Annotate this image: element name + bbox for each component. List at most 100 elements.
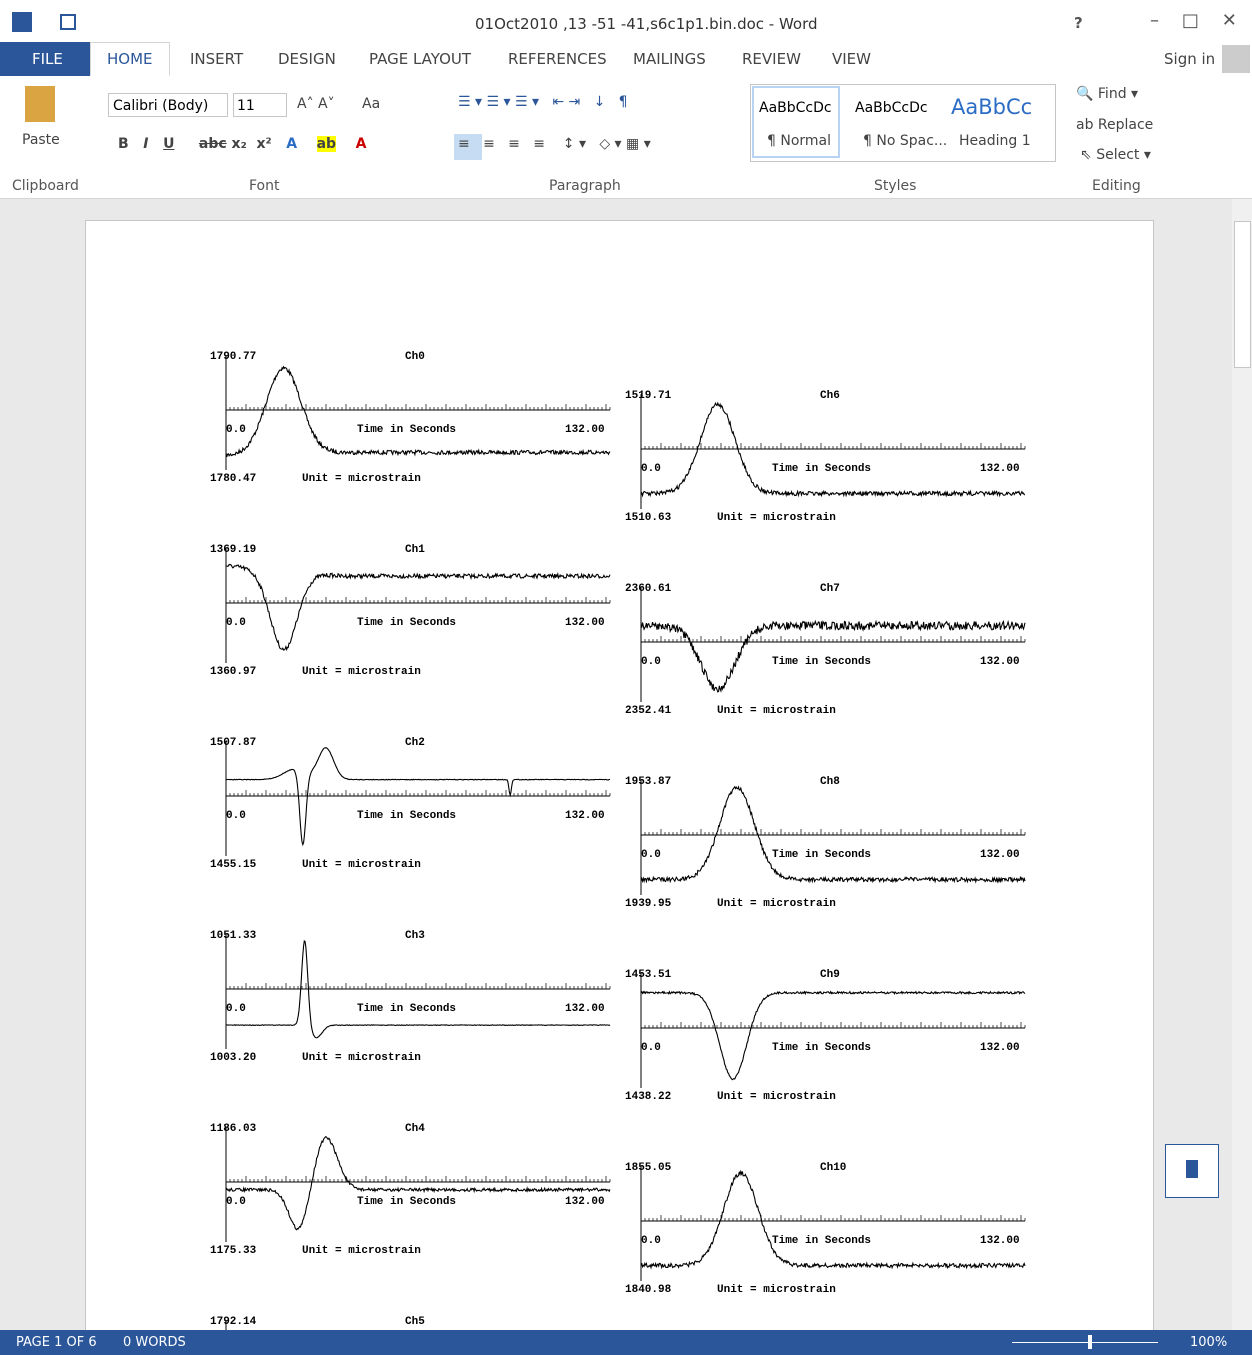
- x-axis-label: Time in Seconds: [357, 1003, 456, 1015]
- status-bar: PAGE 1 OF 6 0 WORDS 100%: [0, 1330, 1252, 1355]
- chart-name: Ch10: [820, 1162, 846, 1174]
- trace: [226, 1137, 610, 1230]
- title-bar: 01Oct2010 ,13 -51 -41,s6c1p1.bin.doc - W…: [0, 0, 1252, 42]
- x-end-label: 132.00: [980, 1235, 1020, 1247]
- paragraph-buttons[interactable]: ☰ ▾ ☰ ▾ ☰ ▾ ⇤ ⇥ ↓ ¶: [458, 94, 628, 110]
- x-end-label: 132.00: [980, 1042, 1020, 1054]
- zoom-slider[interactable]: [1012, 1342, 1158, 1343]
- y-max-label: 1792.14: [210, 1316, 257, 1328]
- select-button[interactable]: ⇖ Select ▾: [1080, 147, 1151, 163]
- x-ticks: [641, 829, 1025, 835]
- scrollbar[interactable]: [1232, 199, 1252, 1330]
- tab[interactable]: FILE: [32, 50, 63, 68]
- format-buttons[interactable]: B I U abc x₂ x² A ab A: [118, 136, 366, 152]
- y-min-label: 1780.47: [210, 473, 256, 485]
- x-axis-label: Time in Seconds: [772, 1042, 871, 1054]
- font-name-box[interactable]: Calibri (Body): [108, 93, 228, 117]
- help-button[interactable]: ?: [1074, 14, 1083, 32]
- font-size-box[interactable]: 11: [233, 93, 287, 117]
- style-preview[interactable]: AaBbCc: [951, 95, 1041, 119]
- x-start-label: 0.0: [641, 849, 661, 861]
- style-preview[interactable]: AaBbCcDc: [759, 100, 849, 116]
- window-title: 01Oct2010 ,13 -51 -41,s6c1p1.bin.doc - W…: [475, 15, 818, 33]
- group-label: Font: [249, 178, 279, 194]
- tab[interactable]: REFERENCES: [508, 50, 607, 68]
- x-ticks: [226, 790, 610, 796]
- x-axis-label: Time in Seconds: [357, 1196, 456, 1208]
- x-start-label: 0.0: [226, 810, 246, 822]
- chart-name: Ch4: [405, 1123, 425, 1135]
- y-max-label: 1453.51: [625, 969, 672, 981]
- x-end-label: 132.00: [565, 424, 605, 436]
- unit-label: Unit = microstrain: [302, 1245, 421, 1257]
- tab[interactable]: DESIGN: [278, 50, 336, 68]
- sign-in[interactable]: Sign in: [1164, 50, 1215, 68]
- x-end-label: 132.00: [565, 617, 605, 629]
- style-name[interactable]: ¶ Normal: [767, 133, 831, 149]
- y-min-label: 1939.95: [625, 898, 672, 910]
- style-name[interactable]: ¶ No Spac...: [863, 133, 947, 149]
- y-min-label: 1175.33: [210, 1245, 257, 1257]
- save-icon[interactable]: [60, 14, 76, 30]
- chart-name: Ch0: [405, 351, 425, 363]
- scroll-thumb[interactable]: [1234, 221, 1251, 368]
- find-label[interactable]: Find: [1098, 86, 1127, 102]
- x-start-label: 0.0: [226, 1196, 246, 1208]
- style-gallery: AaBbCcDc ¶ Normal AaBbCcDc ¶ No Spac...AaBb…: [750, 84, 1056, 162]
- trace: [226, 565, 610, 651]
- tab[interactable]: VIEW: [832, 50, 871, 68]
- group-label: Paragraph: [549, 178, 621, 194]
- x-axis-label: Time in Seconds: [772, 1235, 871, 1247]
- tab[interactable]: MAILINGS: [633, 50, 706, 68]
- y-min-label: 1510.63: [625, 512, 672, 524]
- group-label: Editing: [1092, 178, 1141, 194]
- x-start-label: 0.0: [226, 617, 246, 629]
- x-end-label: 132.00: [980, 656, 1020, 668]
- unit-label: Unit = microstrain: [717, 1091, 836, 1103]
- chart-name: Ch2: [405, 737, 425, 749]
- unit-label: Unit = microstrain: [302, 473, 421, 485]
- chart-name: Ch9: [820, 969, 840, 981]
- tab[interactable]: PAGE LAYOUT: [369, 50, 471, 68]
- x-axis-label: Time in Seconds: [357, 617, 456, 629]
- group-label: Styles: [874, 178, 916, 194]
- chart-name: Ch6: [820, 390, 840, 402]
- x-ticks: [641, 636, 1025, 642]
- x-axis-label: Time in Seconds: [772, 463, 871, 475]
- chart-name: Ch3: [405, 930, 425, 942]
- trace: [641, 992, 1025, 1080]
- window-controls[interactable]: – □ ✕: [1150, 10, 1237, 31]
- tab[interactable]: INSERT: [190, 50, 243, 68]
- zoom-level[interactable]: 100%: [1190, 1335, 1227, 1350]
- change-case[interactable]: Aa: [362, 96, 380, 112]
- tab-row: FILE HOME INSERT DESIGN PAGE LAYOUT REFERENCE…: [0, 42, 1252, 77]
- page-count[interactable]: PAGE 1 OF 6: [16, 1335, 97, 1350]
- style-name[interactable]: Heading 1: [959, 133, 1031, 149]
- word-count[interactable]: 0 WORDS: [123, 1335, 186, 1350]
- paste-icon[interactable]: [25, 86, 55, 122]
- chart-name: Ch1: [405, 544, 425, 556]
- tab[interactable]: REVIEW: [742, 50, 801, 68]
- x-axis-label: Time in Seconds: [357, 424, 456, 436]
- grow-shrink[interactable]: A˄ A˅: [297, 96, 335, 112]
- unit-label: Unit = microstrain: [302, 1052, 421, 1064]
- x-ticks: [226, 1176, 610, 1182]
- replace-button[interactable]: ab Replace: [1076, 117, 1153, 133]
- y-max-label: 2360.61: [625, 583, 672, 595]
- x-end-label: 132.00: [565, 1003, 605, 1015]
- x-end-label: 132.00: [980, 463, 1020, 475]
- paste-label[interactable]: Paste: [22, 132, 60, 148]
- select-label[interactable]: Select: [1096, 147, 1139, 163]
- tab[interactable]: HOME: [107, 50, 153, 68]
- avatar[interactable]: [1222, 45, 1250, 73]
- charts: 1790.77Ch00.0Time in Seconds132.001780.4…: [0, 199, 1230, 1330]
- unit-label: Unit = microstrain: [717, 705, 836, 717]
- replace-label[interactable]: Replace: [1098, 117, 1153, 133]
- align-buttons[interactable]: ≡ ≡ ≡ ≡ ↕ ▾ ◇ ▾ ▦ ▾: [458, 136, 651, 152]
- x-start-label: 0.0: [641, 1235, 661, 1247]
- find-button[interactable]: 🔍 Find ▾: [1076, 86, 1138, 102]
- y-min-label: 1360.97: [210, 666, 256, 678]
- zoom-thumb[interactable]: [1088, 1335, 1092, 1349]
- style-preview[interactable]: AaBbCcDc: [855, 100, 945, 116]
